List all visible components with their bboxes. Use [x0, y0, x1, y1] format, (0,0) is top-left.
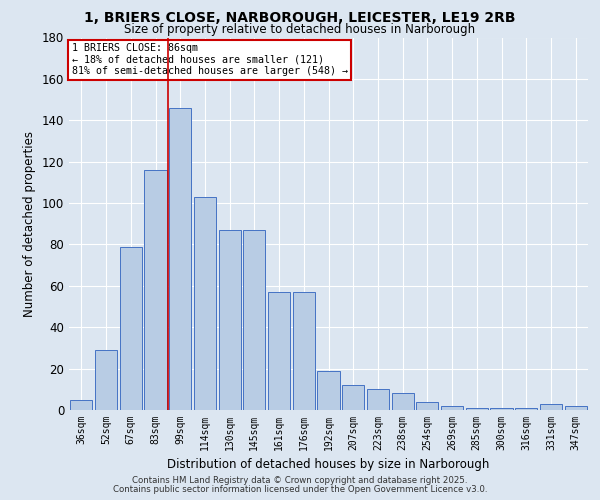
Bar	[145, 170, 167, 410]
Bar	[317, 370, 340, 410]
Bar	[416, 402, 439, 410]
Text: 1, BRIERS CLOSE, NARBOROUGH, LEICESTER, LE19 2RB: 1, BRIERS CLOSE, NARBOROUGH, LEICESTER, …	[84, 12, 516, 26]
Text: Contains HM Land Registry data © Crown copyright and database right 2025.: Contains HM Land Registry data © Crown c…	[132, 476, 468, 485]
Bar	[95, 350, 117, 410]
Text: Size of property relative to detached houses in Narborough: Size of property relative to detached ho…	[124, 22, 476, 36]
Bar	[194, 197, 216, 410]
Text: Contains public sector information licensed under the Open Government Licence v3: Contains public sector information licen…	[113, 484, 487, 494]
Bar	[218, 230, 241, 410]
Bar	[565, 406, 587, 410]
Bar	[119, 246, 142, 410]
Bar	[342, 385, 364, 410]
Bar	[441, 406, 463, 410]
Bar	[490, 408, 512, 410]
Bar	[70, 400, 92, 410]
Bar	[243, 230, 265, 410]
Bar	[169, 108, 191, 410]
Bar	[540, 404, 562, 410]
Text: 1 BRIERS CLOSE: 86sqm
← 18% of detached houses are smaller (121)
81% of semi-det: 1 BRIERS CLOSE: 86sqm ← 18% of detached …	[71, 43, 347, 76]
Bar	[466, 408, 488, 410]
Bar	[268, 292, 290, 410]
Bar	[367, 390, 389, 410]
Bar	[293, 292, 315, 410]
Bar	[515, 408, 538, 410]
X-axis label: Distribution of detached houses by size in Narborough: Distribution of detached houses by size …	[167, 458, 490, 471]
Y-axis label: Number of detached properties: Number of detached properties	[23, 130, 36, 317]
Bar	[392, 394, 414, 410]
